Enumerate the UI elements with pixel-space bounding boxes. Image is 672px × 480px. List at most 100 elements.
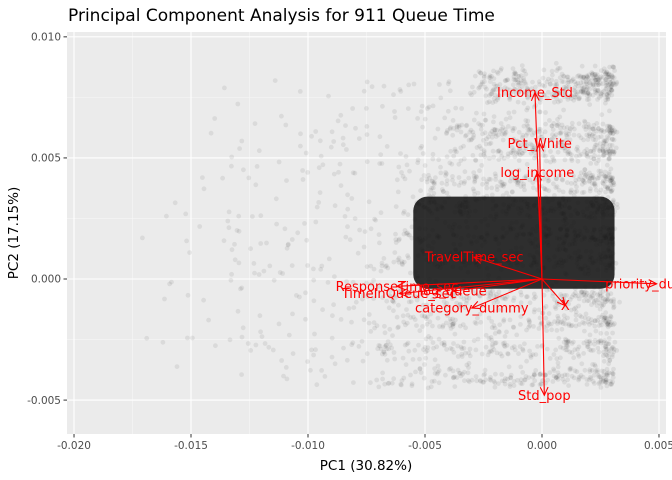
score-point bbox=[548, 137, 554, 143]
score-point bbox=[596, 175, 602, 181]
score-point bbox=[488, 290, 493, 296]
score-point bbox=[229, 247, 235, 253]
score-point bbox=[518, 184, 524, 189]
score-point bbox=[226, 209, 232, 215]
score-point bbox=[607, 129, 613, 134]
score-point bbox=[565, 340, 571, 345]
loading-label: log_queue bbox=[420, 285, 487, 300]
score-point bbox=[603, 71, 609, 76]
score-point bbox=[458, 129, 464, 135]
score-point bbox=[434, 344, 440, 350]
score-point bbox=[429, 185, 435, 191]
score-point bbox=[604, 70, 609, 75]
score-point bbox=[600, 148, 605, 154]
score-point bbox=[474, 145, 480, 150]
score-point bbox=[585, 344, 591, 349]
score-point bbox=[580, 87, 586, 93]
score-point bbox=[608, 314, 614, 320]
score-point bbox=[504, 343, 510, 348]
score-point bbox=[302, 221, 307, 226]
score-point bbox=[595, 297, 601, 302]
score-point bbox=[571, 173, 576, 179]
score-point bbox=[440, 188, 446, 194]
score-point bbox=[565, 94, 571, 100]
score-point bbox=[598, 319, 603, 325]
score-point bbox=[557, 173, 563, 179]
score-point bbox=[424, 302, 430, 308]
score-point bbox=[609, 381, 614, 387]
score-point bbox=[604, 322, 610, 328]
score-point bbox=[552, 99, 557, 105]
score-point bbox=[603, 174, 609, 179]
score-point bbox=[562, 157, 568, 163]
score-point bbox=[481, 372, 487, 378]
score-point bbox=[601, 140, 607, 146]
score-point bbox=[575, 148, 581, 154]
score-point bbox=[381, 256, 387, 261]
score-point bbox=[569, 373, 575, 379]
score-point bbox=[527, 300, 533, 306]
score-point bbox=[374, 377, 380, 383]
score-point bbox=[565, 339, 570, 345]
score-point bbox=[514, 177, 520, 183]
score-point bbox=[248, 348, 254, 353]
score-point bbox=[582, 167, 588, 173]
score-point bbox=[611, 80, 616, 86]
score-point bbox=[343, 234, 349, 240]
score-point bbox=[587, 91, 592, 97]
score-point bbox=[602, 169, 608, 175]
loading-arrow bbox=[541, 279, 545, 396]
score-point bbox=[525, 87, 531, 93]
score-point bbox=[518, 364, 524, 370]
score-point bbox=[610, 352, 615, 357]
score-point bbox=[377, 343, 383, 349]
score-point bbox=[515, 377, 520, 383]
score-point bbox=[487, 73, 493, 79]
score-point bbox=[607, 76, 613, 82]
score-point bbox=[451, 375, 456, 380]
score-point bbox=[596, 323, 602, 328]
score-point bbox=[552, 134, 557, 140]
score-point bbox=[364, 79, 370, 85]
score-point bbox=[608, 299, 613, 304]
score-point bbox=[572, 89, 578, 95]
score-point bbox=[590, 81, 596, 87]
y-tick-label: 0.000 bbox=[31, 274, 61, 286]
score-point bbox=[538, 95, 543, 100]
score-point bbox=[357, 227, 362, 233]
score-point bbox=[522, 187, 527, 193]
score-point bbox=[229, 163, 234, 169]
score-point bbox=[575, 74, 580, 79]
score-point bbox=[572, 126, 577, 132]
score-point bbox=[584, 73, 590, 79]
score-point bbox=[465, 370, 471, 376]
score-point bbox=[515, 182, 520, 188]
score-point bbox=[502, 344, 508, 349]
loading-arrowhead bbox=[556, 296, 567, 307]
score-point bbox=[466, 175, 472, 181]
score-point bbox=[562, 145, 568, 151]
score-point bbox=[610, 149, 616, 155]
score-point bbox=[432, 357, 438, 363]
score-point bbox=[608, 166, 614, 172]
score-point bbox=[599, 302, 604, 308]
score-point bbox=[485, 100, 490, 106]
score-point bbox=[591, 86, 597, 92]
score-point bbox=[597, 76, 603, 82]
score-point bbox=[592, 75, 598, 81]
score-point bbox=[601, 144, 606, 149]
score-point bbox=[393, 231, 398, 237]
score-point bbox=[469, 136, 475, 142]
score-point bbox=[443, 320, 449, 326]
score-point bbox=[289, 263, 295, 268]
score-point bbox=[558, 355, 563, 361]
loading-label: X bbox=[561, 299, 570, 314]
score-point bbox=[580, 320, 586, 325]
y-tick-label: 0.005 bbox=[31, 153, 61, 165]
score-point bbox=[452, 148, 458, 154]
score-point bbox=[604, 134, 610, 140]
score-point bbox=[446, 79, 452, 85]
score-point bbox=[478, 146, 484, 152]
score-point bbox=[295, 230, 301, 236]
score-point bbox=[574, 146, 579, 152]
